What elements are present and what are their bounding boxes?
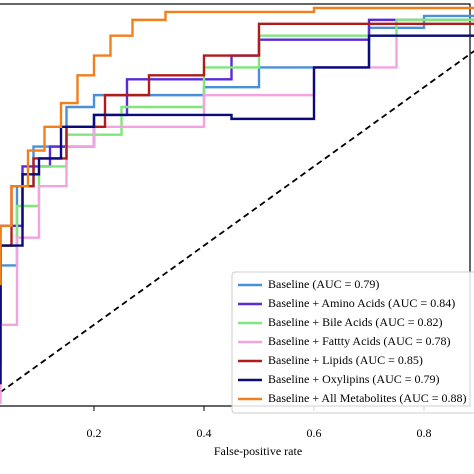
legend-box xyxy=(231,271,474,414)
x-tick-label: 0.2 xyxy=(87,426,102,440)
legend-label: Baseline + Oxylipins (AUC = 0.79) xyxy=(268,372,440,386)
x-tick-label: 0.6 xyxy=(307,426,322,440)
legend-label: Baseline + Lipids (AUC = 0.85) xyxy=(268,353,423,367)
legend-label: Baseline + Bile Acids (AUC = 0.82) xyxy=(268,315,443,329)
legend-label: Baseline + Amino Acids (AUC = 0.84) xyxy=(268,296,455,310)
legend-label: Baseline (AUC = 0.79) xyxy=(268,277,379,291)
x-axis-label: False-positive rate xyxy=(214,444,302,458)
x-tick-label: 0.4 xyxy=(197,426,212,440)
legend-label: Baseline + All Metabolites (AUC = 0.88) xyxy=(268,391,467,405)
roc-curve xyxy=(0,34,474,385)
legend-label: Baseline + Fattty Acids (AUC = 0.78) xyxy=(268,334,451,348)
chance-line xyxy=(0,50,474,394)
x-tick-label: 0.8 xyxy=(417,426,432,440)
plot-frame xyxy=(0,3,471,407)
roc-curve xyxy=(0,18,474,247)
roc-curve xyxy=(0,6,474,286)
